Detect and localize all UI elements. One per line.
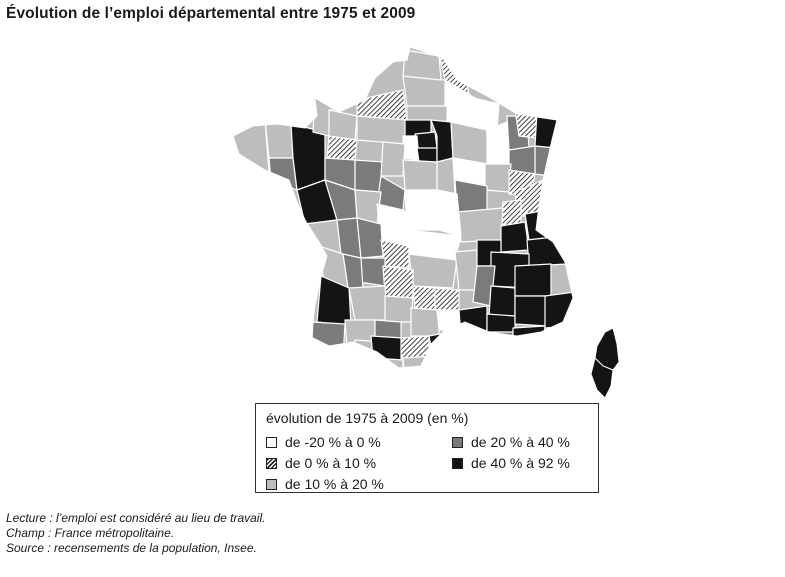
dept-dordogne [348, 285, 388, 321]
dept-lozere [436, 309, 462, 331]
footnotes: Lecture : l’emploi est considéré au lieu… [6, 511, 265, 556]
france-departments-map [232, 46, 620, 400]
dept-pyrenees-atlantiques [310, 353, 352, 368]
legend-swatch-white [266, 436, 277, 448]
dept-yonne [436, 157, 456, 195]
dept-hautes-pyrenees [350, 355, 372, 368]
dept-pas-de-calais [402, 49, 442, 81]
dept-saone-et-loire [456, 207, 504, 243]
corsica [590, 327, 620, 399]
dept-pyrenees-orientales [405, 370, 435, 400]
legend-swatch-black [452, 457, 463, 469]
dept-bouches-du-rhone [474, 331, 514, 355]
legend-item-light: de 10 % à 20 % [266, 476, 384, 492]
dept-lot [384, 295, 414, 323]
dept-ain [500, 221, 530, 253]
dept-loiret [402, 159, 438, 191]
dept-essonne [416, 147, 438, 163]
note-lecture: Lecture : l’emploi est considéré au lieu… [6, 511, 266, 525]
legend-label-neg: de -20 % à 0 % [285, 434, 381, 450]
dept-haute-marne [484, 163, 512, 193]
legend-item-low: de 0 % à 10 % [266, 455, 376, 471]
dept-seine-maritime [356, 89, 408, 121]
dept-aveyron [410, 307, 440, 337]
dept-morbihan [268, 157, 298, 191]
dept-var [512, 325, 546, 353]
dept-vaucluse [486, 313, 516, 335]
legend-title: évolution de 1975 à 2009 (en %) [266, 410, 469, 426]
dept-correze [382, 265, 414, 299]
note-champ: Champ : France métropolitaine. [6, 526, 175, 540]
dept-eure [356, 115, 408, 145]
dept-somme [402, 75, 446, 107]
dept-cantal [412, 285, 436, 311]
legend-item-neg: de -20 % à 0 % [266, 434, 381, 450]
dept-savoie [526, 235, 568, 267]
note-source: Source : recensements de la population, … [6, 541, 257, 555]
legend-label-low: de 0 % à 10 % [285, 455, 377, 471]
dept-marne [450, 121, 488, 165]
dept-nievre [436, 189, 462, 237]
dept-puy-de-dome [408, 253, 458, 289]
dept-orne [326, 135, 358, 161]
map-title: Évolution de l’emploi départemental entr… [6, 5, 416, 22]
dept-aude [402, 355, 436, 368]
dept-haute-loire [434, 287, 460, 311]
dept-alpes-maritimes [544, 291, 573, 329]
dept-vosges [508, 145, 536, 175]
dept-eure-et-loir [380, 141, 406, 177]
legend-swatch-mid-grey [452, 436, 463, 448]
legend-swatch-light-grey [266, 478, 277, 490]
dept-loire [454, 249, 478, 291]
dept-corse-du-sud [590, 357, 614, 399]
legend-item-mid: de 20 % à 40 % [452, 434, 570, 450]
dept-hautes-alpes [514, 263, 552, 297]
dept-calvados [328, 109, 358, 141]
dept-creuse [380, 239, 410, 269]
dept-finistere [233, 119, 270, 173]
dept-drome [488, 285, 516, 317]
dept-haute-garonne [370, 335, 404, 361]
dept-vienne [356, 217, 384, 259]
legend-item-dark: de 40 % à 92 % [452, 455, 570, 471]
legend-swatch-hatched [266, 457, 277, 469]
dept-cher [404, 189, 440, 231]
mainland-outline [232, 46, 574, 369]
legend-label-mid: de 20 % à 40 % [471, 434, 570, 450]
dept-tarn [400, 335, 430, 359]
dept-ariege [372, 357, 404, 368]
legend-label-light: de 10 % à 20 % [285, 476, 384, 492]
legend-label-dark: de 40 % à 92 % [471, 455, 570, 471]
map-legend: évolution de 1975 à 2009 (en %) de -20 %… [255, 403, 599, 493]
dept-gard [458, 305, 488, 337]
